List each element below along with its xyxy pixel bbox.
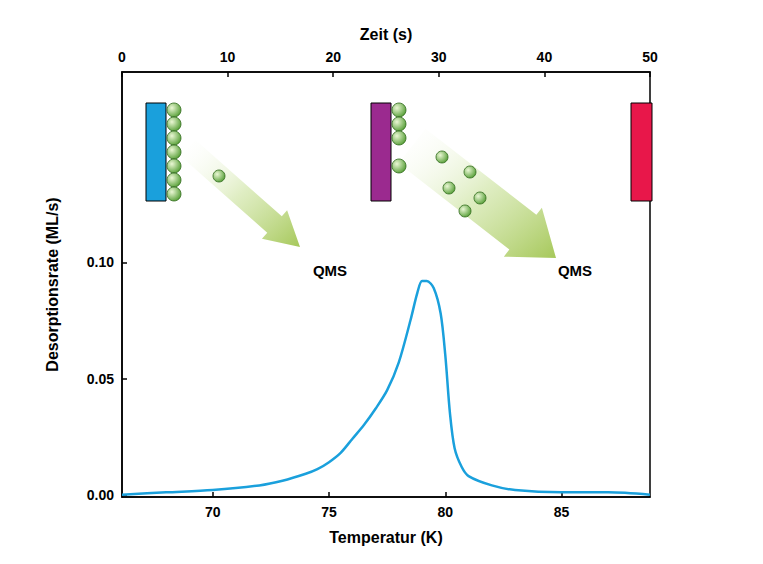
svg-text:40: 40 (537, 49, 553, 65)
svg-text:Temperatur (K): Temperatur (K) (329, 529, 443, 546)
svg-text:0.00: 0.00 (87, 487, 114, 503)
svg-text:75: 75 (321, 504, 337, 520)
svg-text:Desorptionsrate (ML/s): Desorptionsrate (ML/s) (44, 197, 61, 371)
svg-text:30: 30 (431, 49, 447, 65)
svg-text:Zeit (s): Zeit (s) (360, 26, 412, 43)
svg-text:70: 70 (205, 504, 221, 520)
svg-text:QMS: QMS (313, 262, 347, 279)
svg-text:10: 10 (220, 49, 236, 65)
svg-text:0.05: 0.05 (87, 371, 114, 387)
svg-text:QMS: QMS (558, 262, 592, 279)
svg-text:50: 50 (642, 49, 658, 65)
svg-text:20: 20 (325, 49, 341, 65)
svg-text:0.10: 0.10 (87, 254, 114, 270)
svg-text:80: 80 (438, 504, 454, 520)
svg-text:85: 85 (554, 504, 570, 520)
svg-text:0: 0 (118, 49, 126, 65)
